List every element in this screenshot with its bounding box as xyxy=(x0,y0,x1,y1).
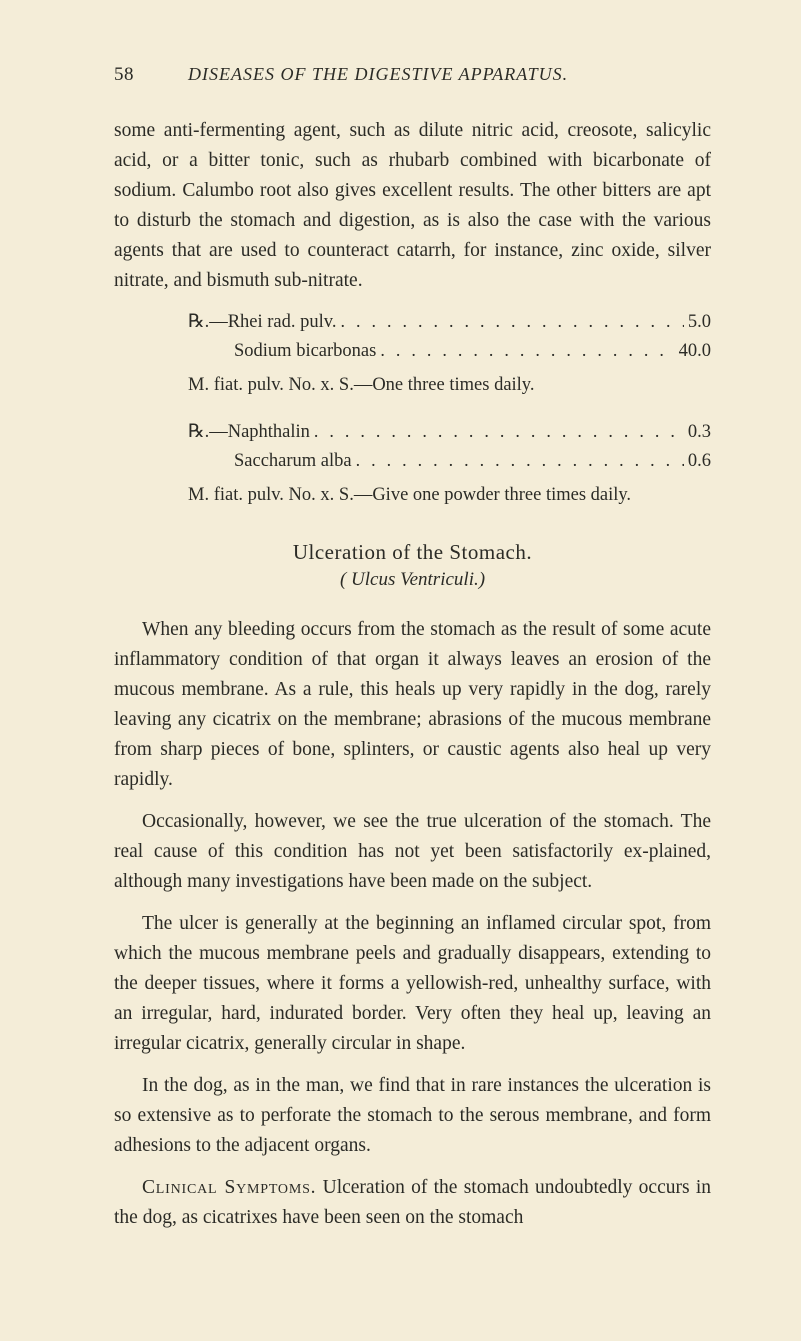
leader-dots xyxy=(380,337,674,365)
page-number: 58 xyxy=(114,64,160,86)
prescription-block-1: ℞.—Rhei rad. pulv. 5.0 Sodium bicarbonas… xyxy=(114,308,711,365)
rx2-direction: M. fiat. pulv. No. x. S.—Give one powder… xyxy=(114,481,711,510)
leader-dots xyxy=(340,308,683,336)
rx1-direction: M. fiat. pulv. No. x. S.—One three times… xyxy=(114,371,711,400)
paragraph-3: Occasionally, however, we see the true u… xyxy=(114,807,711,897)
rx1-line1-label: ℞.—Rhei rad. pulv. xyxy=(188,312,336,332)
section-title: Ulceration of the Stomach. xyxy=(114,540,711,565)
leader-dots xyxy=(356,447,684,475)
rx2-line1: ℞.—Naphthalin 0.3 xyxy=(114,418,711,447)
running-title: DISEASES OF THE DIGESTIVE APPARATUS. xyxy=(188,64,568,85)
clinical-symptoms-label: Clinical Symptoms. xyxy=(142,1177,316,1198)
rx1-line2-value: 40.0 xyxy=(679,337,711,366)
leader-dots xyxy=(314,418,684,446)
paragraph-intro: some anti-fermenting agent, such as dilu… xyxy=(114,116,711,296)
rx1-line2: Sodium bicarbonas 40.0 xyxy=(114,337,711,366)
rx1-line2-label: Sodium bicarbonas xyxy=(234,341,376,361)
prescription-block-2: ℞.—Naphthalin 0.3 Saccharum alba 0.6 xyxy=(114,418,711,475)
rx1-direction-text: M. fiat. pulv. No. x. S.—One three times… xyxy=(188,375,534,395)
section-subtitle: ( Ulcus Ventriculi.) xyxy=(114,569,711,591)
paragraph-4: The ulcer is generally at the beginning … xyxy=(114,909,711,1059)
rx2-line2-value: 0.6 xyxy=(688,447,711,476)
paragraph-5: In the dog, as in the man, we find that … xyxy=(114,1071,711,1161)
rx2-line2-label: Saccharum alba xyxy=(234,451,352,471)
rx2-line1-value: 0.3 xyxy=(688,418,711,447)
rx2-line1-label: ℞.—Naphthalin xyxy=(188,422,310,442)
rx2-direction-text: M. fiat. pulv. No. x. S.—Give one powder… xyxy=(188,485,631,505)
page: 58 DISEASES OF THE DIGESTIVE APPARATUS. … xyxy=(0,0,801,1341)
rx1-line1: ℞.—Rhei rad. pulv. 5.0 xyxy=(114,308,711,337)
rx1-line1-value: 5.0 xyxy=(688,308,711,337)
page-header: 58 DISEASES OF THE DIGESTIVE APPARATUS. xyxy=(114,64,711,86)
rx2-line2: Saccharum alba 0.6 xyxy=(114,447,711,476)
paragraph-6: Clinical Symptoms. Ulceration of the sto… xyxy=(114,1173,711,1233)
paragraph-2: When any bleeding occurs from the stomac… xyxy=(114,615,711,795)
